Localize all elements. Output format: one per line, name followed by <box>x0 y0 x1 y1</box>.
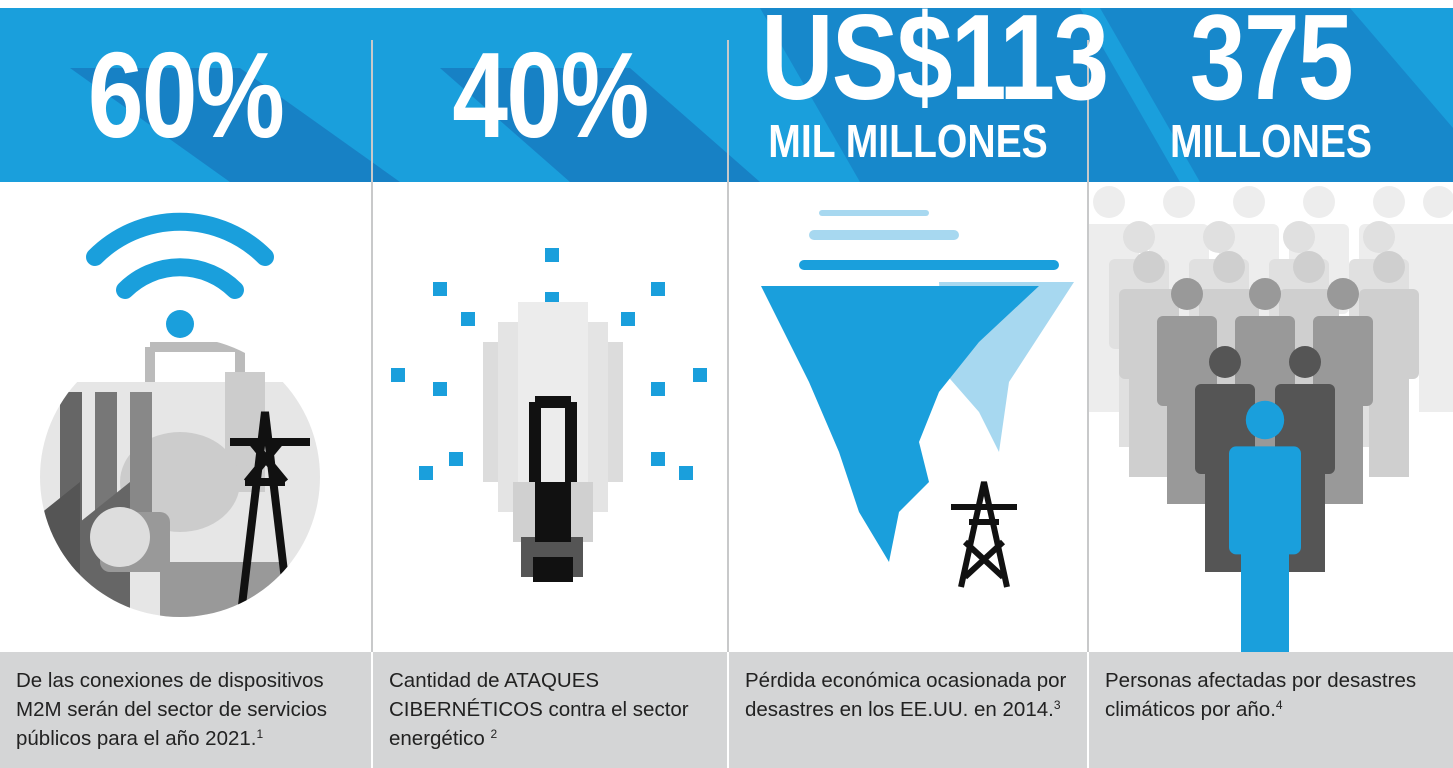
shadow <box>70 68 400 182</box>
bulb-illustration <box>391 248 707 582</box>
panel: US$113 MIL MILLONES Pérdida económica oc… <box>729 0 1109 768</box>
headline-box: US$113 MIL MILLONES <box>729 0 1109 182</box>
description-text: Pérdida económica ocasionada por desastr… <box>745 669 1067 721</box>
band-shadows <box>70 8 1453 182</box>
pylon <box>951 481 1017 588</box>
tornado-illustration <box>761 210 1074 588</box>
factory <box>40 342 320 617</box>
panel: 40% Cantidad de ATAQUES CIBERNÉTICOS con… <box>373 0 727 768</box>
description: Cantidad de ATAQUES CIBERNÉTICOS contra … <box>373 652 727 768</box>
divider <box>1087 40 1089 652</box>
headline: 375 <box>1189 0 1354 125</box>
description: De las conexiones de dispositivos M2M se… <box>0 652 371 768</box>
description-text: De las conexiones de dispositivos M2M se… <box>16 669 328 750</box>
tornado <box>761 286 1039 562</box>
footnote: 2 <box>490 727 498 741</box>
headline-box: 375 MILLONES <box>1089 0 1453 182</box>
shadow <box>440 68 760 182</box>
factory-illustration <box>40 212 320 617</box>
divider <box>371 40 373 652</box>
wifi <box>86 212 274 299</box>
panel: 60% De las conexiones de dispositivos M2… <box>0 0 371 768</box>
shadow <box>760 8 1180 182</box>
shadow <box>1100 8 1453 182</box>
panel: 375 MILLONES Personas afectadas por desa… <box>1089 0 1453 768</box>
footnote: 4 <box>1275 698 1283 712</box>
headline: 40% <box>452 27 649 163</box>
divider <box>727 40 729 652</box>
headline-box: 40% <box>373 8 727 182</box>
sparks <box>391 248 707 480</box>
description-text: Personas afectadas por desastres climáti… <box>1105 669 1417 721</box>
headline: 60% <box>87 27 285 163</box>
unit: MILLONES <box>1169 115 1373 167</box>
footnote: 3 <box>1053 698 1061 712</box>
headline-box: 60% <box>0 8 371 182</box>
headline: US$113 <box>761 0 1109 125</box>
description-text: Cantidad de ATAQUES CIBERNÉTICOS contra … <box>389 669 689 750</box>
description: Personas afectadas por desastres climáti… <box>1089 652 1453 768</box>
description: Pérdida económica ocasionada por desastr… <box>729 652 1087 768</box>
streak <box>799 260 1059 270</box>
header-band <box>0 8 1453 182</box>
footnote: 1 <box>256 727 264 741</box>
wifi-dot <box>166 310 194 338</box>
bulb <box>483 302 623 582</box>
unit: MIL MILLONES <box>768 115 1048 167</box>
people-illustration <box>1089 186 1453 652</box>
